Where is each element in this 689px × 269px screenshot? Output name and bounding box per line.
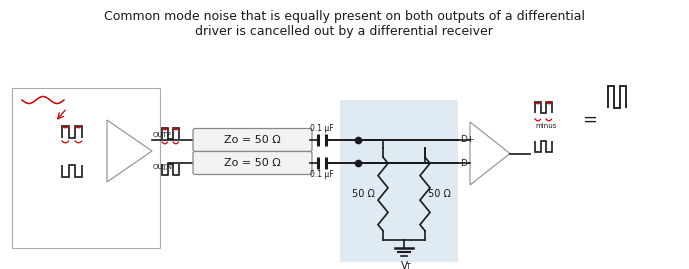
Text: OUTP: OUTP	[153, 132, 172, 138]
Text: T: T	[406, 263, 411, 269]
Text: D+: D+	[460, 136, 474, 144]
Text: D-: D-	[460, 158, 470, 168]
Text: V: V	[400, 261, 408, 269]
Text: driver is cancelled out by a differential receiver: driver is cancelled out by a differentia…	[195, 25, 493, 38]
Bar	[12, 88, 160, 248]
Text: OUTN: OUTN	[153, 164, 173, 170]
Bar	[340, 100, 458, 262]
Text: Zo = 50 Ω: Zo = 50 Ω	[224, 158, 281, 168]
FancyBboxPatch shape	[193, 129, 312, 151]
Text: 0.1 μF: 0.1 μF	[310, 124, 333, 133]
Text: 50 Ω: 50 Ω	[352, 189, 375, 199]
Text: minus: minus	[535, 123, 557, 129]
Text: 50 Ω: 50 Ω	[428, 189, 451, 199]
Text: 0.1 μF: 0.1 μF	[310, 170, 333, 179]
Text: Common mode noise that is equally present on both outputs of a differential: Common mode noise that is equally presen…	[103, 10, 584, 23]
FancyBboxPatch shape	[193, 151, 312, 175]
Text: =: =	[582, 111, 597, 129]
Text: Zo = 50 Ω: Zo = 50 Ω	[224, 135, 281, 145]
